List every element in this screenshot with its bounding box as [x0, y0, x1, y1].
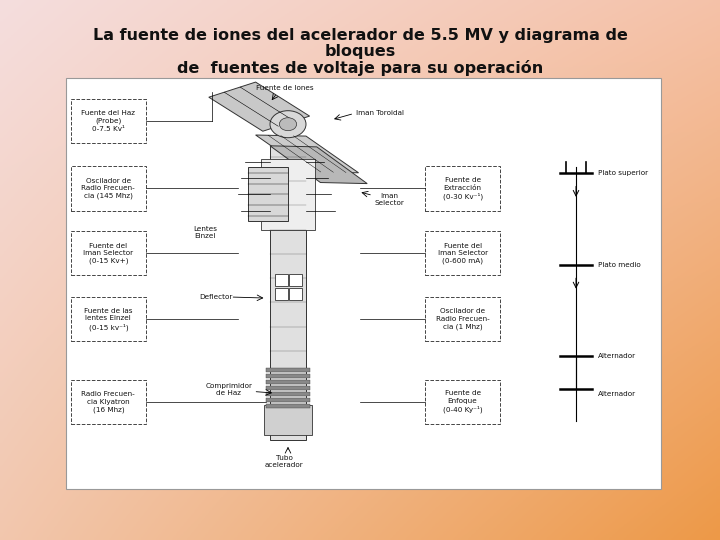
Bar [248, 167, 288, 221]
Text: Fuente de Iones: Fuente de Iones [256, 85, 313, 91]
Bar [71, 297, 146, 341]
Polygon shape [209, 82, 310, 131]
Polygon shape [256, 135, 359, 173]
Text: Iman Toroidal: Iman Toroidal [356, 110, 405, 117]
Text: Alternador: Alternador [598, 353, 636, 360]
Bar [66, 78, 661, 489]
Text: bloques: bloques [325, 44, 395, 59]
Circle shape [279, 118, 297, 131]
Bar [266, 374, 310, 378]
Polygon shape [270, 146, 367, 184]
Bar [266, 380, 310, 384]
Bar [275, 274, 288, 286]
Bar [425, 380, 500, 424]
Text: Oscilador de
Radio Frecuen-
cia (145 Mhz): Oscilador de Radio Frecuen- cia (145 Mhz… [81, 178, 135, 199]
Bar [270, 140, 306, 440]
Text: La fuente de iones del acelerador de 5.5 MV y diagrama de: La fuente de iones del acelerador de 5.5… [93, 28, 627, 43]
Text: Iman
Selector: Iman Selector [374, 193, 404, 206]
Text: de  fuentes de voltaje para su operación: de fuentes de voltaje para su operación [177, 59, 543, 76]
Bar [266, 368, 310, 372]
Bar [275, 288, 288, 300]
Bar [261, 159, 315, 230]
Text: Fuente del
Iman Selector
(0-15 Kv+): Fuente del Iman Selector (0-15 Kv+) [84, 242, 133, 264]
Bar [425, 297, 500, 341]
Text: Fuente del
Iman Selector
(0-600 mA): Fuente del Iman Selector (0-600 mA) [438, 242, 487, 264]
Bar [264, 405, 312, 435]
Bar [425, 166, 500, 211]
Text: Tubo
acelerador: Tubo acelerador [265, 455, 304, 468]
Text: Plato medio: Plato medio [598, 261, 640, 268]
Bar [266, 392, 310, 396]
Bar [266, 398, 310, 402]
Bar [266, 404, 310, 408]
Bar [71, 380, 146, 424]
Bar [289, 274, 302, 286]
Text: Oscilador de
Radio Frecuen-
cia (1 Mhz): Oscilador de Radio Frecuen- cia (1 Mhz) [436, 308, 490, 330]
Text: Fuente de
Extracción
(0-30 Kv⁻¹): Fuente de Extracción (0-30 Kv⁻¹) [443, 177, 482, 200]
Bar [71, 166, 146, 211]
Bar [71, 231, 146, 275]
Circle shape [270, 111, 306, 138]
Text: Fuente del Haz
(Probe)
0-7.5 Kv¹: Fuente del Haz (Probe) 0-7.5 Kv¹ [81, 110, 135, 132]
Bar [289, 288, 302, 300]
Text: Alternador: Alternador [598, 391, 636, 397]
Text: Comprimidor
de Haz: Comprimidor de Haz [205, 383, 253, 396]
Text: Lentes
Einzel: Lentes Einzel [193, 226, 217, 239]
Text: Radio Frecuen-
cia Klyatron
(16 Mhz): Radio Frecuen- cia Klyatron (16 Mhz) [81, 391, 135, 413]
Bar [425, 231, 500, 275]
Text: Fuente de
Enfoque
(0-40 Ky⁻¹): Fuente de Enfoque (0-40 Ky⁻¹) [443, 390, 482, 413]
Text: Plato superior: Plato superior [598, 170, 648, 176]
Bar [266, 386, 310, 390]
Bar [71, 99, 146, 143]
Text: Fuente de las
lentes Einzel
(0-15 kv⁻¹): Fuente de las lentes Einzel (0-15 kv⁻¹) [84, 308, 132, 330]
Text: Deflector: Deflector [199, 294, 233, 300]
